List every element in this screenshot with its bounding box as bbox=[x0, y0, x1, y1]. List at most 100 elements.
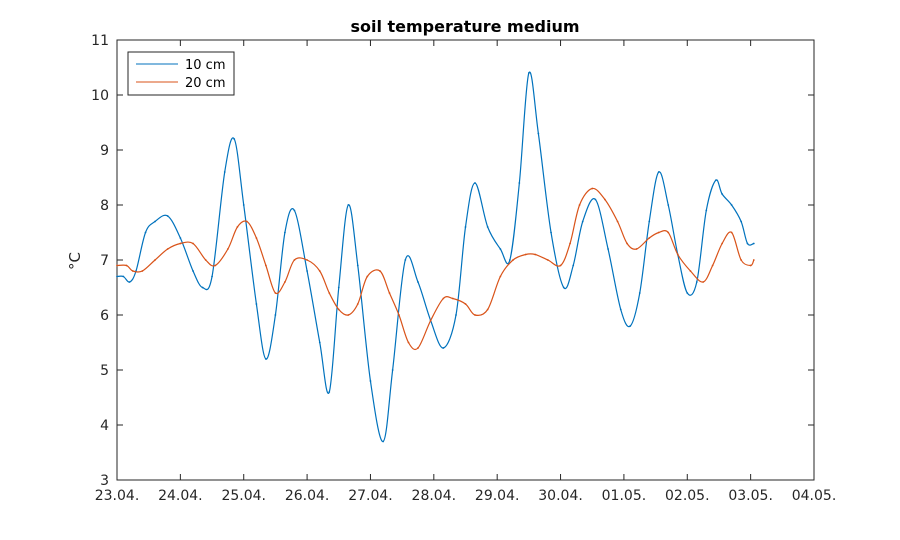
data-point bbox=[619, 308, 622, 311]
data-point bbox=[204, 259, 207, 261]
data-point bbox=[166, 248, 169, 250]
data-point bbox=[537, 132, 540, 135]
data-point bbox=[635, 248, 638, 250]
data-point bbox=[337, 286, 340, 289]
data-point bbox=[559, 264, 562, 267]
data-point bbox=[125, 264, 128, 267]
data-point bbox=[366, 275, 369, 278]
data-point bbox=[347, 204, 350, 206]
data-point bbox=[442, 347, 445, 349]
data-point bbox=[550, 231, 552, 234]
data-point bbox=[379, 270, 381, 272]
y-tick-label: 8 bbox=[100, 198, 109, 214]
data-point bbox=[154, 220, 156, 223]
data-point bbox=[211, 275, 213, 278]
data-point bbox=[686, 292, 689, 294]
data-point bbox=[116, 275, 118, 278]
data-point bbox=[740, 259, 743, 261]
data-point bbox=[638, 292, 641, 294]
data-point bbox=[594, 198, 597, 201]
data-point bbox=[569, 242, 571, 245]
data-point bbox=[391, 369, 394, 371]
y-axis-label: °C bbox=[66, 252, 84, 270]
data-point bbox=[486, 308, 489, 311]
x-tick-label: 24.04. bbox=[158, 488, 203, 504]
data-point bbox=[581, 220, 584, 223]
x-tick-label: 29.04. bbox=[475, 488, 520, 504]
data-point bbox=[141, 270, 144, 272]
x-tick-label: 04.05. bbox=[792, 488, 837, 504]
y-tick-label: 7 bbox=[100, 253, 109, 269]
data-point bbox=[714, 179, 717, 182]
data-point bbox=[676, 253, 679, 256]
data-point bbox=[318, 270, 321, 272]
data-point bbox=[306, 259, 308, 261]
data-point bbox=[144, 231, 147, 234]
data-point bbox=[667, 231, 670, 234]
data-point bbox=[417, 281, 419, 283]
data-point bbox=[356, 264, 359, 267]
data-point bbox=[236, 226, 239, 228]
data-point bbox=[657, 231, 660, 234]
data-point bbox=[746, 242, 749, 245]
data-point bbox=[356, 303, 359, 305]
data-point bbox=[328, 292, 331, 294]
data-point bbox=[274, 314, 277, 316]
data-point bbox=[382, 440, 385, 443]
data-point bbox=[214, 264, 217, 267]
x-tick-label: 23.04. bbox=[95, 488, 140, 504]
data-point bbox=[730, 204, 733, 206]
data-point bbox=[369, 380, 372, 382]
data-point bbox=[534, 253, 537, 256]
data-point bbox=[233, 138, 236, 140]
x-axis: 23.04. 24.04. 25.04. 26.04. 27.04. 28.04. 29.0… bbox=[95, 40, 837, 504]
data-point bbox=[740, 220, 743, 223]
data-point bbox=[702, 281, 705, 283]
data-point bbox=[721, 193, 724, 195]
x-tick-label: 27.04. bbox=[348, 488, 393, 504]
y-tick-label: 4 bbox=[100, 418, 109, 434]
data-point bbox=[591, 187, 594, 190]
y-tick-label: 5 bbox=[100, 363, 109, 379]
data-point bbox=[407, 341, 410, 344]
data-point bbox=[274, 292, 277, 294]
data-point bbox=[499, 248, 502, 250]
data-point bbox=[648, 237, 651, 239]
data-point bbox=[404, 259, 407, 261]
data-point bbox=[192, 242, 194, 245]
data-point bbox=[474, 314, 476, 316]
data-point bbox=[284, 281, 286, 283]
data-point bbox=[752, 242, 755, 245]
data-point bbox=[265, 358, 267, 360]
y-tick-label: 3 bbox=[100, 473, 109, 489]
data-point bbox=[455, 314, 457, 316]
data-point bbox=[201, 286, 204, 289]
legend-label-20cm: 20 cm bbox=[185, 76, 226, 91]
data-point bbox=[223, 171, 226, 173]
legend-box bbox=[127, 51, 235, 96]
data-point bbox=[242, 204, 245, 206]
data-point bbox=[607, 248, 609, 250]
data-point bbox=[284, 231, 286, 234]
data-point bbox=[486, 226, 489, 228]
data-point bbox=[667, 204, 670, 206]
data-point bbox=[128, 281, 131, 283]
data-point bbox=[604, 198, 606, 201]
data-point bbox=[464, 303, 467, 305]
data-point bbox=[508, 259, 511, 261]
data-point bbox=[626, 242, 628, 245]
chart-title: soil temperature medium bbox=[350, 17, 579, 36]
data-point bbox=[442, 297, 445, 300]
data-point bbox=[695, 281, 698, 283]
data-point bbox=[474, 182, 476, 184]
data-point bbox=[293, 259, 296, 261]
data-point bbox=[527, 72, 530, 74]
data-point bbox=[318, 341, 321, 344]
data-point bbox=[705, 209, 708, 212]
data-point bbox=[512, 259, 514, 261]
data-point bbox=[689, 270, 692, 272]
data-point bbox=[711, 264, 714, 267]
x-tick-label: 03.05. bbox=[728, 488, 773, 504]
x-tick-label: 25.04. bbox=[221, 488, 266, 504]
